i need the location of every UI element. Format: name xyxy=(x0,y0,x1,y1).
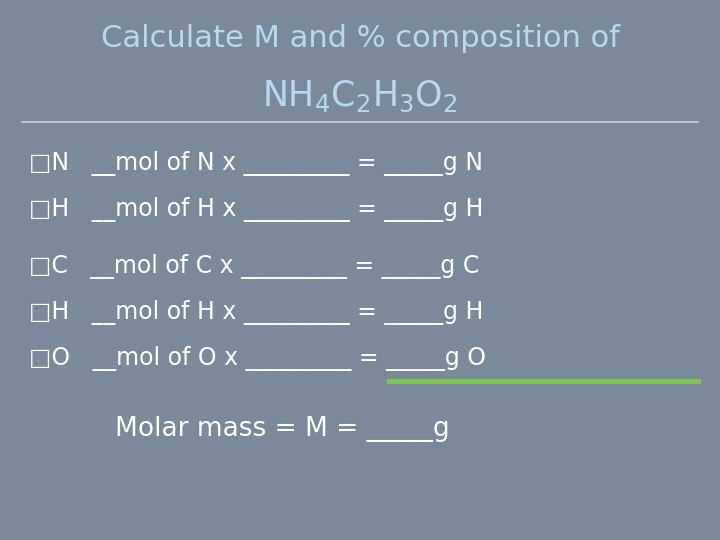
Text: $\mathregular{NH_4C_2H_3O_2}$: $\mathregular{NH_4C_2H_3O_2}$ xyxy=(262,78,458,113)
Text: □H   __mol of H x _________ = _____g H: □H __mol of H x _________ = _____g H xyxy=(29,300,483,325)
Text: □C   __mol of C x _________ = _____g C: □C __mol of C x _________ = _____g C xyxy=(29,254,479,279)
Text: Calculate M and % composition of: Calculate M and % composition of xyxy=(101,24,619,53)
Text: □H   __mol of H x _________ = _____g H: □H __mol of H x _________ = _____g H xyxy=(29,197,483,222)
Text: □N   __mol of N x _________ = _____g N: □N __mol of N x _________ = _____g N xyxy=(29,151,483,176)
Text: Molar mass = M = _____g: Molar mass = M = _____g xyxy=(115,416,450,442)
Text: □O   __mol of O x _________ = _____g O: □O __mol of O x _________ = _____g O xyxy=(29,346,486,370)
